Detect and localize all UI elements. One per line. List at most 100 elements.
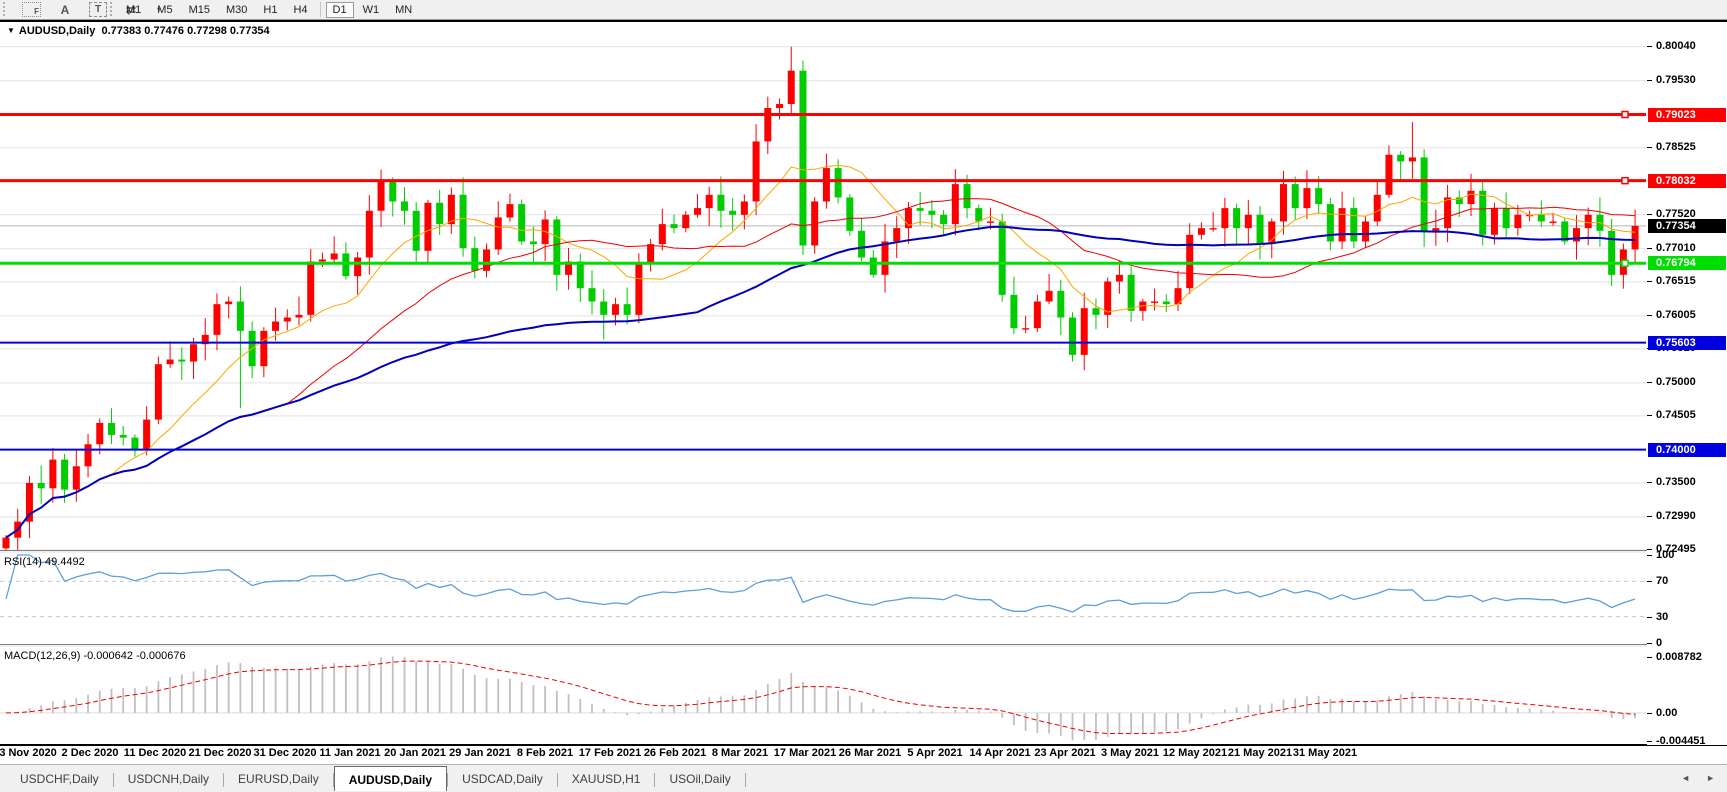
candle-body xyxy=(693,208,701,215)
candle-body xyxy=(1315,188,1323,205)
timeframe-button-H1[interactable]: H1 xyxy=(263,3,278,16)
candle-body xyxy=(1256,214,1264,245)
timeframe-button-M5[interactable]: M5 xyxy=(157,3,173,16)
tab-separator xyxy=(654,773,656,787)
timeframe-button-M1[interactable]: M1 xyxy=(126,3,142,16)
dropdown-caret-icon[interactable]: ▾ xyxy=(157,5,162,14)
candle-body xyxy=(1490,208,1498,235)
candle-body xyxy=(553,219,561,275)
candle-body xyxy=(1186,234,1194,289)
scroll-right-icon[interactable]: ► xyxy=(1706,773,1715,783)
date-label: 11 Dec 2020 xyxy=(123,747,187,759)
candle-body xyxy=(881,241,889,275)
candle-body xyxy=(447,194,455,225)
candle-body xyxy=(776,104,784,109)
timeframe-button-M15[interactable]: M15 xyxy=(188,3,210,16)
date-label: 21 Dec 2020 xyxy=(188,747,252,759)
collapse-triangle-icon[interactable]: ▼ xyxy=(7,26,15,35)
candle-body xyxy=(1479,190,1487,235)
timeframe-button-M30[interactable]: M30 xyxy=(225,3,248,16)
candle-body xyxy=(143,419,151,450)
price-tick-label: 0.74505 xyxy=(1647,409,1696,421)
candlestick-chart[interactable] xyxy=(0,22,1646,550)
macd-signal-line xyxy=(5,660,1636,735)
timeframe-button-W1[interactable]: W1 xyxy=(362,3,380,16)
tab-usdchf-daily[interactable]: USDCHF,Daily xyxy=(20,772,99,786)
tab-separator xyxy=(744,773,746,787)
candle-body xyxy=(1537,214,1545,222)
candle-body xyxy=(412,210,420,251)
candle-body xyxy=(1057,290,1065,318)
date-label: 31 Dec 2020 xyxy=(253,747,317,759)
arrows-icon[interactable]: ⇄ xyxy=(125,2,137,17)
indicator-tick-label: 100 xyxy=(1647,549,1674,561)
line-handle[interactable] xyxy=(1621,259,1629,267)
date-label: 5 Apr 2021 xyxy=(907,747,963,759)
rsi-label: RSI(14) 49.4492 xyxy=(4,556,85,568)
candle-body xyxy=(260,330,268,367)
candle-body xyxy=(25,482,33,522)
candle-body xyxy=(904,208,912,229)
rsi-line xyxy=(5,554,1636,613)
toolbar-grip-2[interactable] xyxy=(110,2,116,16)
candle-body xyxy=(1033,301,1041,329)
timeframe-button-D1[interactable]: D1 xyxy=(325,1,354,18)
moving-average-10 xyxy=(5,164,1636,539)
line-handle[interactable] xyxy=(1621,110,1629,119)
timeframe-button-MN[interactable]: MN xyxy=(395,3,413,16)
price-tick-label: 0.73500 xyxy=(1647,476,1696,488)
tab-eurusd-daily[interactable]: EURUSD,Daily xyxy=(238,772,319,786)
candle-body xyxy=(846,197,854,231)
indicator-tick-label: 0.00 xyxy=(1647,707,1677,719)
line-handle[interactable] xyxy=(1621,176,1629,185)
panel-divider[interactable] xyxy=(0,550,1727,554)
tab-usoil-daily[interactable]: USOil,Daily xyxy=(669,772,731,786)
candle-body xyxy=(752,141,760,202)
panel-divider-2[interactable] xyxy=(0,644,1727,648)
tab-audusd-daily[interactable]: AUDUSD,Daily xyxy=(333,766,448,791)
price-chart-panel[interactable] xyxy=(0,22,1646,550)
candle-body xyxy=(1092,308,1100,315)
candle-body xyxy=(424,202,432,251)
price-tick-label: 0.79530 xyxy=(1647,74,1696,86)
candle-body xyxy=(670,224,678,229)
price-badge-0.78032: 0.78032 xyxy=(1648,173,1726,188)
candle-body xyxy=(1174,288,1182,305)
macd-panel[interactable] xyxy=(0,648,1646,744)
candle-body xyxy=(225,301,233,305)
price-tick-label: 0.72495 xyxy=(1647,543,1696,555)
date-label: 17 Feb 2021 xyxy=(578,747,642,759)
scroll-left-icon[interactable]: ◄ xyxy=(1681,773,1691,783)
candle-body xyxy=(400,201,408,211)
label-icon[interactable]: T xyxy=(89,2,107,17)
rsi-panel[interactable] xyxy=(0,554,1646,644)
candle-body xyxy=(471,248,479,271)
chart-title: ▼ AUDUSD,Daily 0.77383 0.77476 0.77298 0.… xyxy=(7,25,270,37)
rsi-chart[interactable] xyxy=(0,554,1646,644)
candle-body xyxy=(178,359,186,362)
price-tick-label: 0.76515 xyxy=(1647,275,1696,287)
candle-body xyxy=(963,184,971,209)
macd-chart[interactable] xyxy=(0,648,1646,744)
drawing-tools: F A T ⇄ ▾ xyxy=(22,0,161,19)
tab-usdcad-daily[interactable]: USDCAD,Daily xyxy=(462,772,543,786)
candle-body xyxy=(893,228,901,242)
candle-body xyxy=(717,194,725,211)
tab-usdcnh-daily[interactable]: USDCNH,Daily xyxy=(127,772,210,786)
candle-body xyxy=(1549,221,1557,223)
tab-xauusd-h1[interactable]: XAUUSD,H1 xyxy=(571,772,641,786)
timeframe-button-H4[interactable]: H4 xyxy=(293,3,308,16)
candle-body xyxy=(1069,317,1077,355)
toolbar-grip[interactable] xyxy=(3,2,9,16)
candle-body xyxy=(84,444,92,467)
candle-body xyxy=(1221,208,1229,229)
candle-body xyxy=(1432,228,1440,231)
fibonacci-icon[interactable]: F xyxy=(22,2,41,17)
candle-body xyxy=(799,70,807,246)
candle-body xyxy=(1408,157,1416,162)
text-icon[interactable]: A xyxy=(60,2,70,17)
chart-symbol: AUDUSD,Daily xyxy=(18,25,96,37)
candle-body xyxy=(236,301,244,331)
candle-body xyxy=(506,204,514,218)
candle-body xyxy=(858,230,866,258)
